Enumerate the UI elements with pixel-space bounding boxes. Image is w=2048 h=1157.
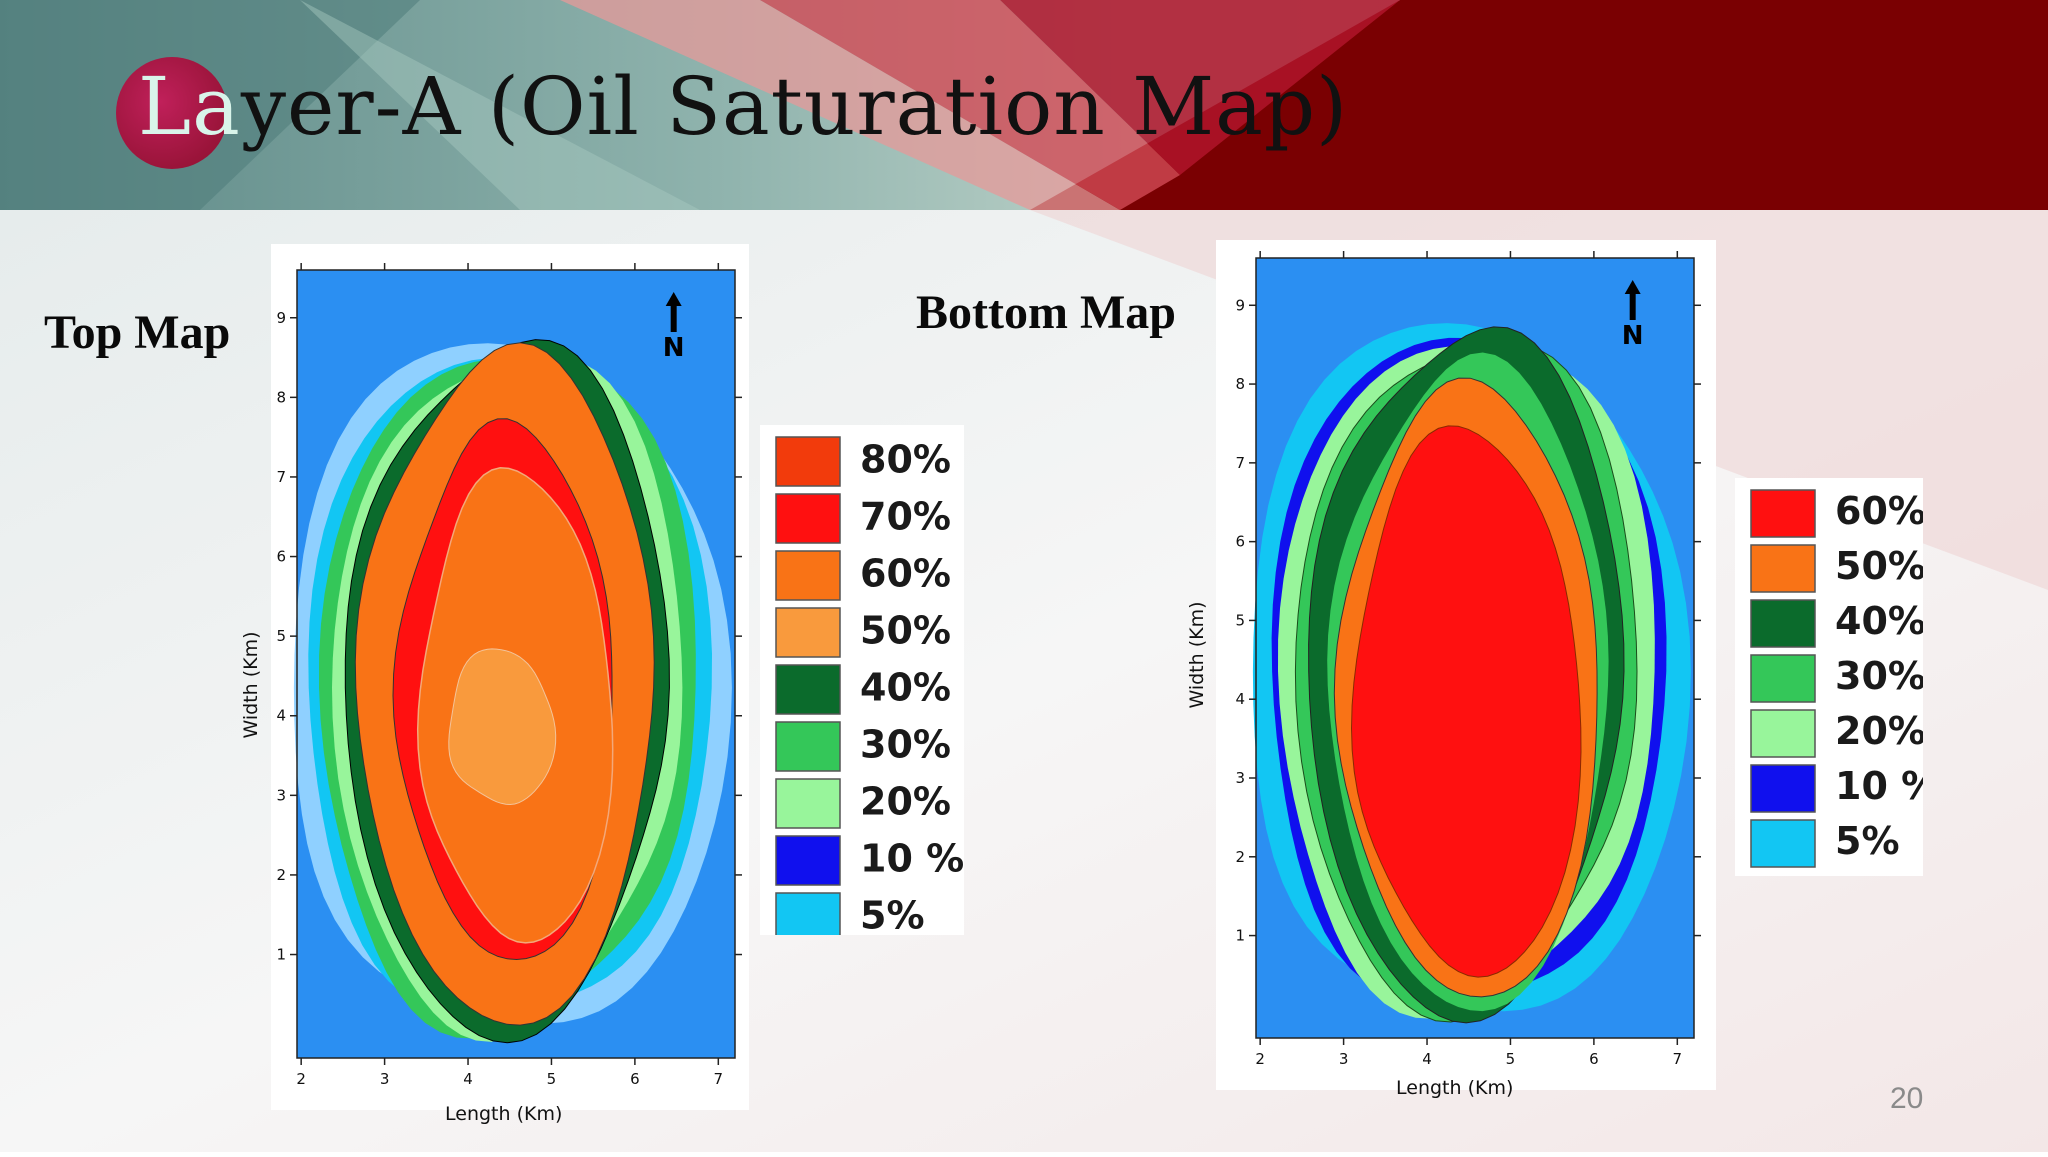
bottom-xtick-label: 3	[1339, 1050, 1349, 1068]
bottom-map-xlabel: Length (Km)	[1396, 1077, 1514, 1099]
bottom-contour-7	[1350, 425, 1582, 978]
top-xtick-label: 4	[463, 1070, 473, 1088]
top-map-ylabel: Width (Km)	[240, 631, 262, 739]
top-legend-label: 60%	[860, 551, 951, 595]
bottom-xtick-label: 6	[1589, 1050, 1599, 1068]
bottom-legend-swatch	[1750, 599, 1816, 648]
bottom-xtick-label: 2	[1255, 1050, 1265, 1068]
top-legend-label: 10 %	[860, 836, 964, 880]
top-north-arrow-icon	[665, 292, 682, 332]
top-legend-swatch	[775, 835, 841, 886]
top-ytick-label: 4	[276, 707, 286, 725]
top-ytick-label: 5	[276, 627, 286, 645]
top-legend-swatch	[775, 493, 841, 544]
bottom-legend-label: 30%	[1835, 654, 1923, 698]
top-frame	[296, 269, 736, 1059]
bottom-map-chart: 2 3 4 5 6 7 1 2 3 4 5 6 7 8 9 N	[1235, 251, 1701, 1068]
accent-circle	[116, 57, 228, 169]
top-map-chart: 2 3 4 5 6 7 1 2 3 4 5 6 7 8 9 N	[276, 263, 742, 1088]
bottom-legend-swatch	[1750, 709, 1816, 758]
slide-title: Layer-A (Oil Saturation Map)	[138, 60, 1348, 153]
bottom-ytick-label: 1	[1235, 927, 1245, 945]
top-xtick-label: 6	[630, 1070, 640, 1088]
bottom-legend-label: 20%	[1835, 709, 1923, 753]
bottom-map-legend: 60% 50% 40% 30% 20% 10 % 5%	[1735, 478, 1939, 876]
bottom-frame	[1255, 257, 1695, 1039]
bottom-legend-swatch	[1750, 654, 1816, 703]
top-ytick-label: 6	[276, 548, 286, 566]
bottom-ytick-label: 4	[1235, 690, 1245, 708]
top-map-legend: 80% 70% 60% 50% 40% 30% 20% 10 % 5%	[760, 425, 964, 943]
bottom-legend-swatch	[1750, 819, 1816, 868]
top-legend-label: 40%	[860, 665, 951, 709]
bottom-xtick-label: 7	[1673, 1050, 1683, 1068]
top-legend-swatch	[775, 664, 841, 715]
bottom-legend-label: 60%	[1835, 489, 1923, 533]
top-legend-label: 20%	[860, 779, 951, 823]
top-legend-swatch	[775, 778, 841, 829]
banner-graphic	[0, 0, 2048, 210]
top-legend-label: 50%	[860, 608, 951, 652]
top-legend-label: 70%	[860, 494, 951, 538]
title-prefix: La	[138, 60, 241, 153]
top-xtick-label: 5	[547, 1070, 557, 1088]
top-map-label: Top Map	[44, 306, 231, 359]
top-legend-swatch	[775, 607, 841, 658]
page-number: 20	[1890, 1082, 1924, 1115]
bottom-ytick-label: 5	[1235, 611, 1245, 629]
top-legend-label: 5%	[860, 893, 925, 935]
top-xtick-label: 2	[296, 1070, 306, 1088]
bottom-legend-swatch	[1750, 544, 1816, 593]
top-legend-label: 80%	[860, 437, 951, 481]
bottom-xtick-label: 4	[1422, 1050, 1432, 1068]
top-north-label: N	[663, 333, 685, 363]
top-ytick-label: 7	[276, 468, 286, 486]
top-legend-graphic: 80% 70% 60% 50% 40% 30% 20% 10 % 5%	[775, 436, 964, 943]
bottom-xtick-label: 5	[1506, 1050, 1516, 1068]
top-ytick-label: 3	[276, 786, 286, 804]
top-map-xlabel: Length (Km)	[445, 1103, 563, 1125]
top-xtick-label: 3	[380, 1070, 390, 1088]
bottom-legend-label: 50%	[1835, 544, 1923, 588]
top-map-panel: 2 3 4 5 6 7 1 2 3 4 5 6 7 8 9 N	[271, 244, 749, 1110]
top-contour-8	[448, 648, 557, 806]
bottom-ytick-label: 6	[1235, 533, 1245, 551]
top-ytick-label: 8	[276, 388, 286, 406]
bottom-north-label: N	[1622, 321, 1644, 351]
bottom-north-arrow-icon	[1624, 280, 1641, 320]
title-banner	[0, 0, 2048, 210]
title-rest: yer-A (Oil Saturation Map)	[240, 60, 1349, 153]
bottom-legend-label: 5%	[1835, 819, 1900, 863]
bottom-legend-swatch	[1750, 764, 1816, 813]
top-legend-swatch	[775, 892, 841, 943]
top-ytick-label: 9	[276, 309, 286, 327]
top-xtick-label: 7	[714, 1070, 724, 1088]
top-legend-swatch	[775, 721, 841, 772]
bottom-ytick-label: 7	[1235, 454, 1245, 472]
bottom-map-panel: 2 3 4 5 6 7 1 2 3 4 5 6 7 8 9 N	[1216, 240, 1716, 1090]
top-legend-label: 30%	[860, 722, 951, 766]
top-ytick-label: 1	[276, 946, 286, 964]
bottom-legend-label: 40%	[1835, 599, 1923, 643]
bottom-ytick-label: 9	[1235, 296, 1245, 314]
top-legend-swatch	[775, 550, 841, 601]
top-legend-swatch	[775, 436, 841, 487]
bottom-ytick-label: 2	[1235, 848, 1245, 866]
bottom-ytick-label: 3	[1235, 769, 1245, 787]
bottom-map-label: Bottom Map	[916, 286, 1176, 339]
bottom-legend-label: 10 %	[1835, 764, 1923, 808]
bottom-map-ylabel: Width (Km)	[1186, 601, 1208, 709]
bottom-legend-swatch	[1750, 489, 1816, 538]
top-ytick-label: 2	[276, 866, 286, 884]
bottom-legend-graphic: 60% 50% 40% 30% 20% 10 % 5%	[1750, 489, 1939, 868]
bottom-ytick-label: 8	[1235, 375, 1245, 393]
